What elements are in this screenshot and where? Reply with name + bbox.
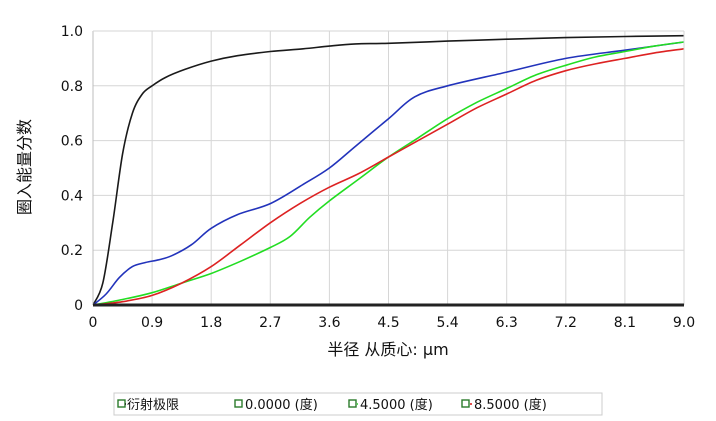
- legend-marker-icon: [117, 399, 126, 408]
- x-tick-label: 6.3: [496, 315, 518, 331]
- legend-marker-icon: [348, 399, 357, 408]
- x-tick-label: 2.7: [259, 315, 281, 331]
- legend-label: 8.5000 (度): [474, 397, 547, 413]
- x-tick-label: 7.2: [555, 315, 577, 331]
- series-line-4p5-deg: [92, 41, 685, 306]
- x-tick-label: 8.1: [614, 315, 636, 331]
- x-tick-label: 3.6: [318, 315, 340, 331]
- x-tick-label: 4.5: [377, 315, 399, 331]
- x-axis-label: 半径 从质心: µm: [327, 340, 448, 359]
- tick-labels: 0 0.9 1.8 2.7 3.6 4.5 5.4 6.3 7.2 8.1 9.0 0 0.2 0.4 0.…: [61, 24, 695, 331]
- legend-label: 衍射极限: [127, 397, 179, 413]
- y-tick-label: 0.4: [61, 188, 83, 204]
- legend-frame: [113, 392, 603, 416]
- series-group: [92, 34, 685, 306]
- y-tick-label: 0.8: [61, 79, 83, 95]
- y-tick-label: 1.0: [61, 24, 83, 40]
- y-tick-label: 0.6: [61, 134, 83, 150]
- x-tick-label: 0: [89, 315, 98, 331]
- y-tick-label: 0.2: [61, 243, 83, 259]
- legend: 衍射极限 0.0000 (度) 4.5000 (度) 8.5000 (度): [113, 392, 603, 416]
- legend-label: 4.5000 (度): [360, 397, 433, 413]
- series-line-8p5-deg: [92, 48, 685, 306]
- axes: [92, 30, 685, 307]
- series-line-0-deg: [92, 41, 685, 306]
- x-tick-label: 0.9: [141, 315, 163, 331]
- legend-label: 0.0000 (度): [245, 397, 318, 413]
- x-tick-label: 1.8: [200, 315, 222, 331]
- legend-marker-icon: [234, 399, 243, 408]
- x-tick-label: 9.0: [673, 315, 695, 331]
- series-line-diffraction-limit: [92, 34, 685, 306]
- y-axis-label: 圈入能量分数: [15, 119, 34, 215]
- legend-marker-icon: [461, 399, 470, 408]
- x-tick-label: 5.4: [436, 315, 458, 331]
- y-tick-label: 0: [74, 298, 83, 314]
